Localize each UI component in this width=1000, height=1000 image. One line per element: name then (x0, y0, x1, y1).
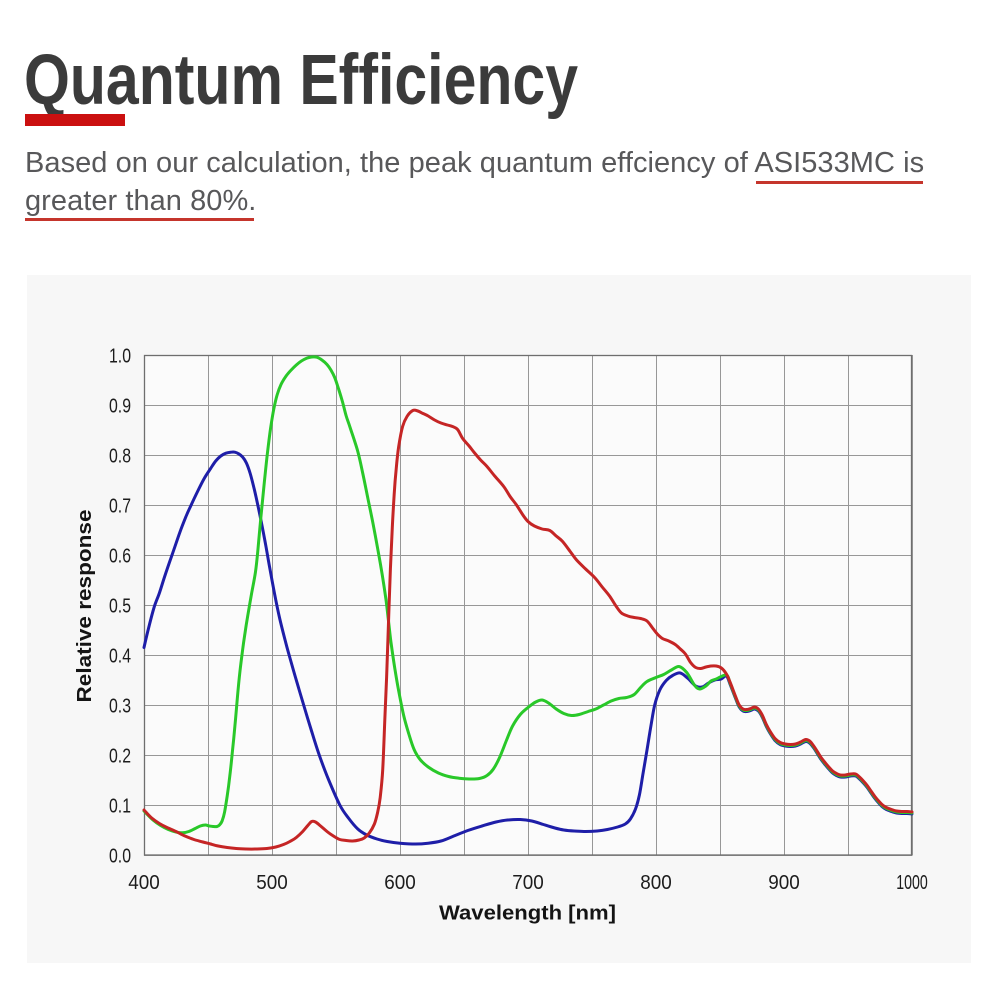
svg-text:Relative response: Relative response (74, 510, 96, 703)
svg-text:0.6: 0.6 (109, 546, 131, 568)
svg-text:0.2: 0.2 (109, 746, 131, 768)
svg-text:800: 800 (640, 872, 672, 894)
svg-text:900: 900 (768, 872, 800, 894)
svg-text:600: 600 (384, 872, 416, 894)
svg-text:0.1: 0.1 (109, 796, 131, 818)
svg-text:0.9: 0.9 (109, 396, 131, 418)
svg-text:0.4: 0.4 (109, 646, 131, 668)
svg-text:500: 500 (256, 872, 288, 894)
svg-text:1.0: 1.0 (109, 346, 131, 368)
svg-text:1000: 1000 (896, 872, 928, 894)
svg-text:0.0: 0.0 (109, 846, 131, 868)
svg-text:0.8: 0.8 (109, 446, 131, 468)
svg-text:700: 700 (512, 872, 544, 894)
svg-text:Wavelength [nm]: Wavelength [nm] (439, 903, 616, 925)
svg-text:0.5: 0.5 (109, 596, 131, 618)
svg-text:0.7: 0.7 (109, 496, 131, 518)
svg-text:0.3: 0.3 (109, 696, 131, 718)
svg-text:400: 400 (128, 872, 160, 894)
